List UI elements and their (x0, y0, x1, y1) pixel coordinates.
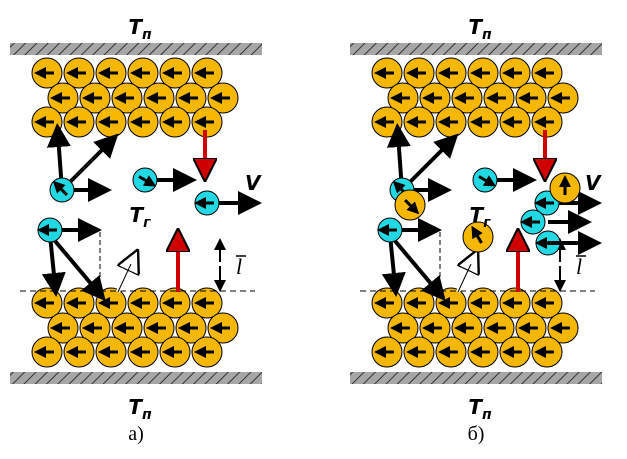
subscript: п (142, 407, 152, 423)
outline (118, 264, 131, 292)
arrow (390, 235, 438, 292)
diagram: TпTпа)TгVlTпTпб)TгVl (0, 0, 627, 459)
wall (350, 43, 602, 55)
free-path-label: l (576, 254, 582, 279)
caption: а) (128, 423, 144, 445)
subscript: г (143, 215, 151, 231)
wall (10, 43, 262, 55)
wall (350, 372, 602, 384)
subscript: п (142, 27, 152, 43)
outline (458, 264, 471, 292)
gas-temp: Tг (470, 203, 492, 231)
subscript: г (483, 215, 491, 231)
subscript: п (482, 27, 492, 43)
arrow (50, 235, 98, 292)
temperature-label: Tп (128, 395, 152, 423)
temperature-label: Tп (468, 395, 492, 423)
velocity-label: V (585, 171, 602, 195)
temperature-label: Tп (128, 15, 152, 43)
caption: б) (468, 423, 485, 445)
wall (10, 372, 262, 384)
subscript: п (482, 407, 492, 423)
free-path-label: l (236, 254, 242, 279)
gas-temp: Tг (130, 203, 152, 231)
temperature-label: Tп (468, 15, 492, 43)
velocity-label: V (245, 171, 262, 195)
